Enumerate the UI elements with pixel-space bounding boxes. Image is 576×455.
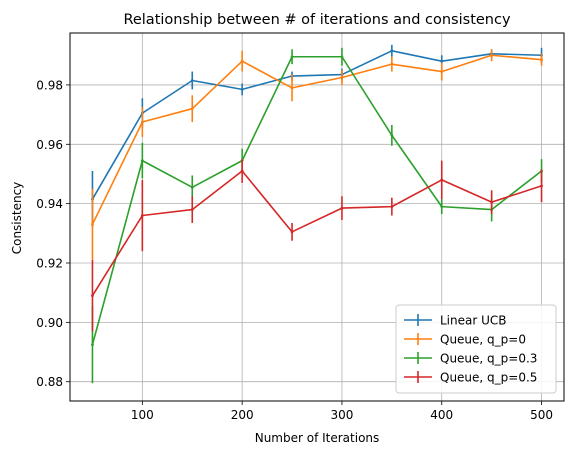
x-tick-label: 200: [231, 408, 254, 422]
data-point: [390, 133, 394, 137]
series-line: [91, 50, 542, 200]
series-queue-q-p-0-5: [91, 159, 543, 332]
legend-entry: Queue, q_p=0.5: [404, 371, 537, 385]
legend-label: Queue, q_p=0.5: [440, 371, 537, 385]
series-layer: [91, 44, 543, 384]
series-line: [91, 170, 542, 297]
chart-title: Relationship between # of iterations and…: [123, 12, 511, 28]
data-point: [540, 184, 543, 188]
data-point: [340, 206, 344, 210]
legend-entry: Queue, q_p=0: [404, 333, 526, 347]
y-tick-label: 0.90: [36, 316, 63, 330]
data-point: [390, 62, 394, 66]
data-point: [540, 58, 543, 62]
data-point: [440, 178, 444, 182]
legend-label: Queue, q_p=0.3: [440, 352, 537, 366]
data-point: [490, 200, 494, 204]
data-point: [140, 214, 144, 217]
data-point: [440, 205, 444, 209]
x-tick-label: 400: [430, 408, 453, 422]
data-point: [140, 159, 144, 163]
data-point: [390, 49, 394, 53]
y-tick-label: 0.96: [36, 138, 63, 152]
y-tick-label: 0.98: [36, 78, 63, 92]
data-point: [240, 169, 244, 173]
data-point: [190, 107, 194, 111]
data-point: [190, 79, 194, 82]
data-point: [91, 223, 94, 226]
series-line: [91, 55, 543, 345]
data-point: [91, 294, 94, 298]
x-tick-label: 500: [530, 408, 553, 422]
y-tick-label: 0.94: [36, 197, 63, 211]
data-point: [390, 205, 394, 209]
data-point: [340, 76, 344, 79]
y-tick-label: 0.88: [36, 375, 63, 389]
legend-label: Linear UCB: [440, 314, 507, 328]
data-point: [440, 59, 444, 63]
plot-frame: [69, 32, 565, 402]
legend-label: Queue, q_p=0: [440, 333, 526, 347]
x-axis-label: Number of Iterations: [255, 431, 380, 445]
legend-entry: Queue, q_p=0.3: [404, 352, 537, 366]
legend-box: [395, 304, 557, 394]
series-line: [91, 54, 542, 225]
data-point: [340, 55, 344, 59]
ticks: 100 200 300 400 500 0.88 0.90 0.92 0.94 0.96 0.98: [36, 78, 553, 422]
series-queue-q-p-0: [91, 49, 543, 261]
legend-entry: Linear UCB: [404, 314, 507, 328]
data-point: [190, 185, 194, 189]
data-point: [190, 208, 194, 211]
x-tick-label: 100: [131, 408, 154, 422]
data-point: [91, 343, 94, 347]
data-point: [440, 70, 444, 73]
data-point: [140, 120, 144, 124]
y-tick-label: 0.92: [36, 257, 63, 271]
legend: Linear UCB Queue, q_p=0 Queue, q_p=0.3 Queu…: [395, 304, 557, 394]
data-point: [490, 53, 494, 57]
data-point: [290, 86, 294, 90]
x-tick-label: 300: [330, 408, 353, 422]
y-axis-label: Consistency: [10, 182, 24, 255]
data-point: [290, 55, 294, 59]
data-point: [290, 230, 294, 234]
data-point: [240, 87, 244, 91]
data-point: [240, 59, 244, 63]
